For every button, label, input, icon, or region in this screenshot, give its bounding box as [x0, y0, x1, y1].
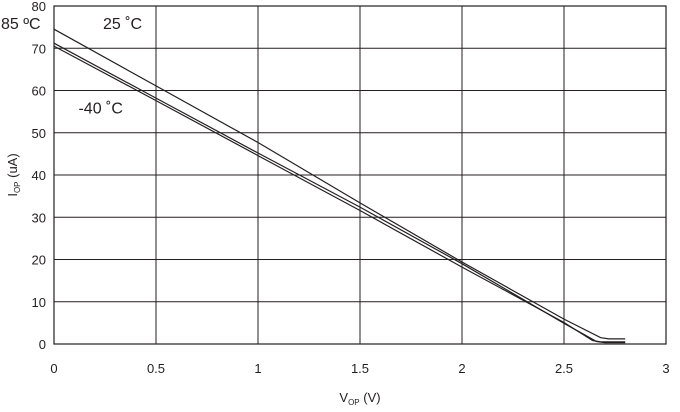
series-line — [53, 42, 626, 344]
plot-frame — [53, 5, 667, 345]
curve-annotations: 85 ºC 25 ˚C -40 ˚C — [1, 16, 142, 118]
y-tick-labels: 0 10 20 30 40 50 60 70 80 — [32, 0, 46, 352]
series-line — [53, 28, 626, 340]
y-tick-label: 30 — [32, 210, 46, 225]
y-tick-label: 10 — [32, 295, 46, 310]
x-tick-label: 0 — [50, 361, 57, 376]
y-tick-label: 40 — [32, 168, 46, 183]
curve-label: -40 ˚C — [78, 101, 122, 118]
y-tick-label: 0 — [39, 337, 46, 352]
y-tick-label: 80 — [32, 0, 46, 14]
x-axis-title: VOP (V) — [339, 390, 380, 407]
y-tick-label: 60 — [32, 84, 46, 99]
x-tick-labels: 0 0.5 1 1.5 2 2.5 3 — [50, 361, 669, 376]
y-tick-label: 70 — [32, 41, 46, 56]
curve-label: 25 ˚C — [103, 16, 142, 33]
y-axis-title: IOP (uA) — [5, 153, 22, 196]
x-tick-label: 3 — [662, 361, 669, 376]
grid — [53, 5, 667, 345]
x-tick-label: 2.5 — [555, 361, 573, 376]
y-tick-label: 50 — [32, 126, 46, 141]
x-tick-label: 1.5 — [351, 361, 369, 376]
x-tick-label: 1 — [254, 361, 261, 376]
x-tick-label: 2 — [458, 361, 465, 376]
series-line — [53, 45, 626, 343]
y-tick-label: 20 — [32, 253, 46, 268]
curves — [53, 28, 626, 344]
x-tick-label: 0.5 — [147, 361, 165, 376]
curve-label: 85 ºC — [1, 16, 41, 33]
